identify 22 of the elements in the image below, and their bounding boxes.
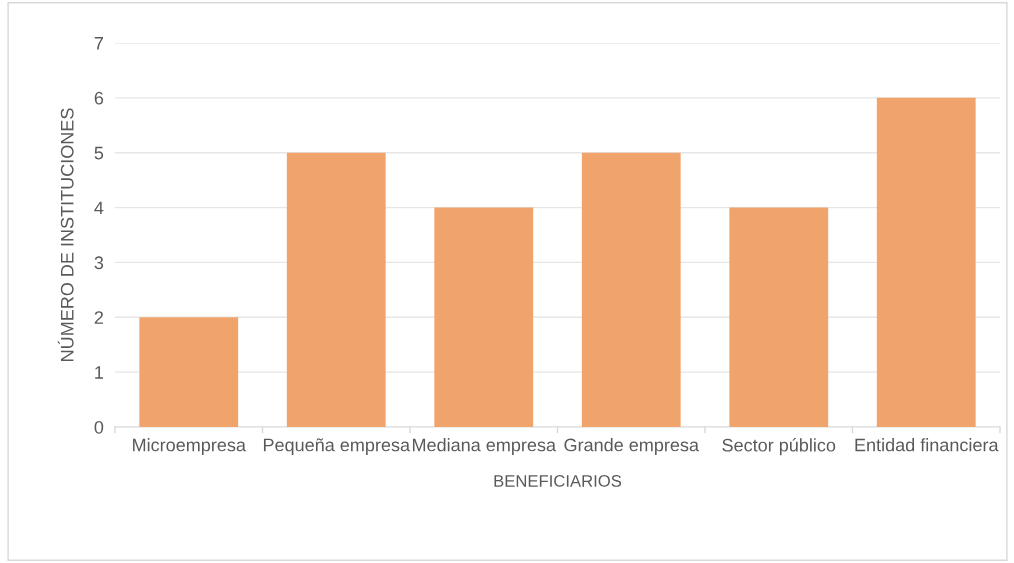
y-tick-label: 7 bbox=[94, 37, 103, 50]
y-tick-label: 2 bbox=[94, 311, 103, 324]
y-tick-label: 6 bbox=[94, 91, 104, 105]
x-tick-label: Grande empresa bbox=[564, 438, 699, 455]
x-tick-label: Pequeña empresa bbox=[263, 438, 411, 455]
x-tick-label: Microempresa bbox=[133, 438, 246, 455]
y-tick-label: 1 bbox=[95, 366, 104, 379]
x-tick-label: Entidad financiera bbox=[855, 438, 999, 452]
bar bbox=[139, 317, 239, 427]
x-tick-label: Mediana empresa bbox=[412, 438, 557, 455]
y-tick-label: 5 bbox=[94, 146, 104, 160]
bar bbox=[876, 97, 976, 427]
x-axis-title: BENEFICIARIOS bbox=[494, 475, 622, 487]
bar bbox=[581, 152, 681, 427]
bar bbox=[286, 152, 386, 427]
y-tick-label: 3 bbox=[94, 256, 104, 270]
x-tick-label: Sector público bbox=[722, 438, 836, 456]
bar bbox=[729, 207, 829, 427]
y-axis-title: NÚMERO DE INSTITUCIONES bbox=[57, 108, 74, 361]
y-tick-label: 0 bbox=[94, 420, 104, 434]
y-tick-label: 4 bbox=[94, 201, 104, 215]
bar bbox=[434, 207, 534, 427]
